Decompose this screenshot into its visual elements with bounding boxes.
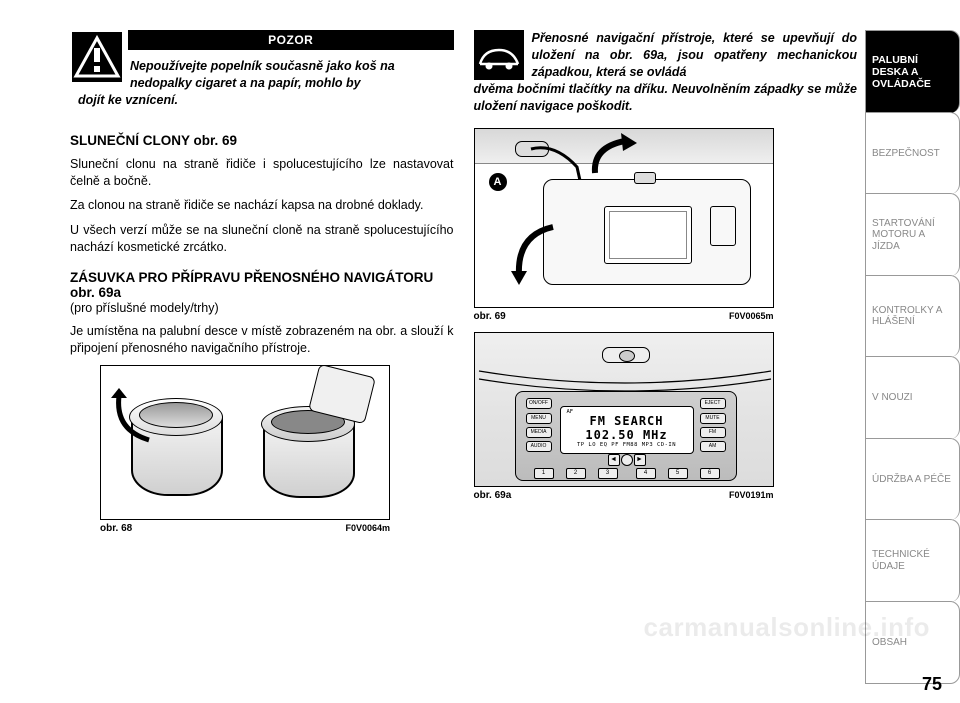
tab-starting[interactable]: STARTOVÁNÍ MOTORU A JÍZDA [865,193,960,276]
radio-freq: 102.50 MHz [561,429,693,442]
tab-maintenance[interactable]: ÚDRŽBA A PÉČE [865,438,960,521]
tab-dashboard-controls[interactable]: PALUBNÍ DESKA A OVLÁDAČE [865,30,960,113]
section-visors-title: SLUNEČNÍ CLONY obr. 69 [70,133,454,148]
warning-text: Nepoužívejte popelník současně jako koš … [130,58,446,109]
page-number: 75 [922,674,942,695]
radio-media-button[interactable]: MEDIA [526,427,552,438]
left-column: POZOR Nepoužívejte popelník současně jak… [70,30,454,683]
radio-preset-3[interactable]: 3 [598,468,618,479]
warning-text-bottom: dojít ke vznícení. [78,92,446,109]
tab-index[interactable]: OBSAH [865,601,960,685]
radio-onoff-button[interactable]: ON/OFF [526,398,552,409]
radio-eject-button[interactable]: EJECT [700,398,726,409]
fig68-caption: obr. 68 F0V0064m [100,523,390,534]
nav-p1: Je umístěna na palubní desce v místě zob… [70,323,454,357]
vanity-mirror [604,206,692,264]
radio-audio-button[interactable]: AUDIO [526,441,552,452]
visors-p1: Sluneční clonu na straně řidiče i spoluc… [70,156,454,190]
tab-safety[interactable]: BEZPEČNOST [865,112,960,195]
figure-68 [100,365,390,520]
radio-next-button[interactable]: ► [634,454,646,466]
radio-preset-1[interactable]: 1 [534,468,554,479]
fig69-code: F0V0065m [729,311,774,322]
content-columns: POZOR Nepoužívejte popelník současně jak… [70,30,857,683]
tab-tech-data[interactable]: TECHNICKÉ ÚDAJE [865,519,960,602]
nav-title-text: ZÁSUVKA PRO PŘÍPRAVU PŘENOSNÉHO NAVIGÁTO… [70,270,433,300]
fig69a-code: F0V0191m [729,490,774,501]
radio-menu-button[interactable]: MENU [526,413,552,424]
warning-text-top: Nepoužívejte popelník současně jako koš … [130,59,395,90]
figure-69a: ON/OFF EJECT MENU MEDIA AUDIO MUTE FM AM… [474,332,774,487]
radio-mute-button[interactable]: MUTE [700,413,726,424]
figure-69: A [474,128,774,308]
info-text-bottom: dvěma bočními tlačítky na dříku. Neuvoln… [474,81,858,115]
flip-side-arrow-icon [509,221,565,291]
radio-indicators: TP LO EQ PF FM88 MP3 CD-IN [561,442,693,448]
warning-box: POZOR Nepoužívejte popelník současně jak… [70,30,454,117]
visors-p3: U všech verzí může se na sluneční cloně … [70,222,454,256]
fig69a-caption: obr. 69a F0V0191m [474,490,774,501]
car-info-icon [474,30,524,80]
info-text: Přenosné navigační přístroje, které se u… [532,30,858,114]
section-tabs: PALUBNÍ DESKA A OVLÁDAČE BEZPEČNOST STAR… [865,30,960,683]
radio-unit: ON/OFF EJECT MENU MEDIA AUDIO MUTE FM AM… [515,391,737,481]
sun-visor [543,179,751,285]
radio-line1: FM SEARCH [561,415,693,428]
radio-preset-4[interactable]: 4 [636,468,656,479]
radio-ok-button[interactable] [621,454,633,466]
tab-emergency[interactable]: V NOUZI [865,356,960,439]
tab-indicators[interactable]: KONTROLKY A HLÁŠENÍ [865,275,960,358]
fig69a-label: obr. 69a [474,490,512,501]
visors-p2: Za clonou na straně řidiče se nachází ka… [70,197,454,214]
radio-display: AF FM SEARCH 102.50 MHz TP LO EQ PF FM88… [560,406,694,454]
flip-up-arrow-icon [585,133,645,177]
info-text-top: Přenosné navigační přístroje, které se u… [532,31,858,79]
nav-subtitle: (pro příslušné modely/trhy) [70,301,219,315]
info-box: Přenosné navigační přístroje, které se u… [474,30,858,114]
warning-title: POZOR [128,30,454,50]
section-nav-title: ZÁSUVKA PRO PŘÍPRAVU PŘENOSNÉHO NAVIGÁTO… [70,270,454,315]
radio-preset-5[interactable]: 5 [668,468,688,479]
fig68-code: F0V0064m [345,523,390,534]
radio-preset-2[interactable]: 2 [566,468,586,479]
radio-am-button[interactable]: AM [700,441,726,452]
open-arrow-icon [107,388,157,448]
radio-nav-buttons: ◄ ► [608,454,644,464]
radio-prev-button[interactable]: ◄ [608,454,620,466]
label-a-badge: A [489,173,507,191]
radio-fm-button[interactable]: FM [700,427,726,438]
right-column: Přenosné navigační přístroje, které se u… [474,30,858,683]
mirror-inner [609,211,687,259]
fig69-caption: obr. 69 F0V0065m [474,311,774,322]
manual-page: POZOR Nepoužívejte popelník současně jak… [0,0,960,703]
ticket-slot [710,206,736,246]
warning-triangle-icon [72,32,122,82]
radio-preset-6[interactable]: 6 [700,468,720,479]
nav-mount-socket [602,347,650,363]
fig69-label: obr. 69 [474,311,506,322]
fig68-label: obr. 68 [100,523,132,534]
